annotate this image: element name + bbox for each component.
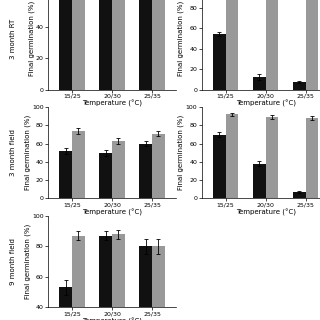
Bar [99, 153, 112, 198]
X-axis label: Temperature (°C): Temperature (°C) [82, 318, 142, 320]
Bar [253, 77, 266, 90]
Bar [306, 0, 318, 90]
Bar [152, 0, 165, 90]
Bar [266, 0, 278, 90]
Bar [72, 131, 85, 198]
Bar [72, 0, 85, 90]
Y-axis label: Final germination (%): Final germination (%) [28, 1, 35, 76]
X-axis label: Temperature (°C): Temperature (°C) [236, 100, 296, 108]
Bar [152, 246, 165, 320]
Bar [112, 234, 125, 320]
Bar [139, 144, 152, 198]
Bar [253, 164, 266, 198]
Bar [293, 83, 306, 90]
Bar [99, 236, 112, 320]
Bar [99, 0, 112, 90]
Bar [59, 151, 72, 198]
Bar [59, 0, 72, 90]
Text: 3 month RT: 3 month RT [10, 18, 16, 59]
Bar [213, 134, 226, 198]
Text: 3 month field: 3 month field [10, 129, 16, 176]
Bar [213, 34, 226, 90]
Y-axis label: Final germination (%): Final germination (%) [24, 224, 31, 299]
Bar [152, 134, 165, 198]
Bar [266, 117, 278, 198]
Bar [72, 236, 85, 320]
Y-axis label: Final germination (%): Final germination (%) [178, 1, 184, 76]
X-axis label: Temperature (°C): Temperature (°C) [236, 209, 296, 216]
Bar [139, 246, 152, 320]
Text: 9 month field: 9 month field [10, 238, 16, 285]
Bar [306, 118, 318, 198]
Bar [226, 115, 238, 198]
Y-axis label: Final germination (%): Final germination (%) [24, 115, 31, 190]
X-axis label: Temperature (°C): Temperature (°C) [82, 100, 142, 108]
Bar [139, 0, 152, 90]
X-axis label: Temperature (°C): Temperature (°C) [82, 209, 142, 216]
Bar [112, 141, 125, 198]
Y-axis label: Final germination (%): Final germination (%) [178, 115, 184, 190]
Bar [112, 0, 125, 90]
Bar [293, 192, 306, 198]
Bar [59, 287, 72, 320]
Bar [226, 0, 238, 90]
